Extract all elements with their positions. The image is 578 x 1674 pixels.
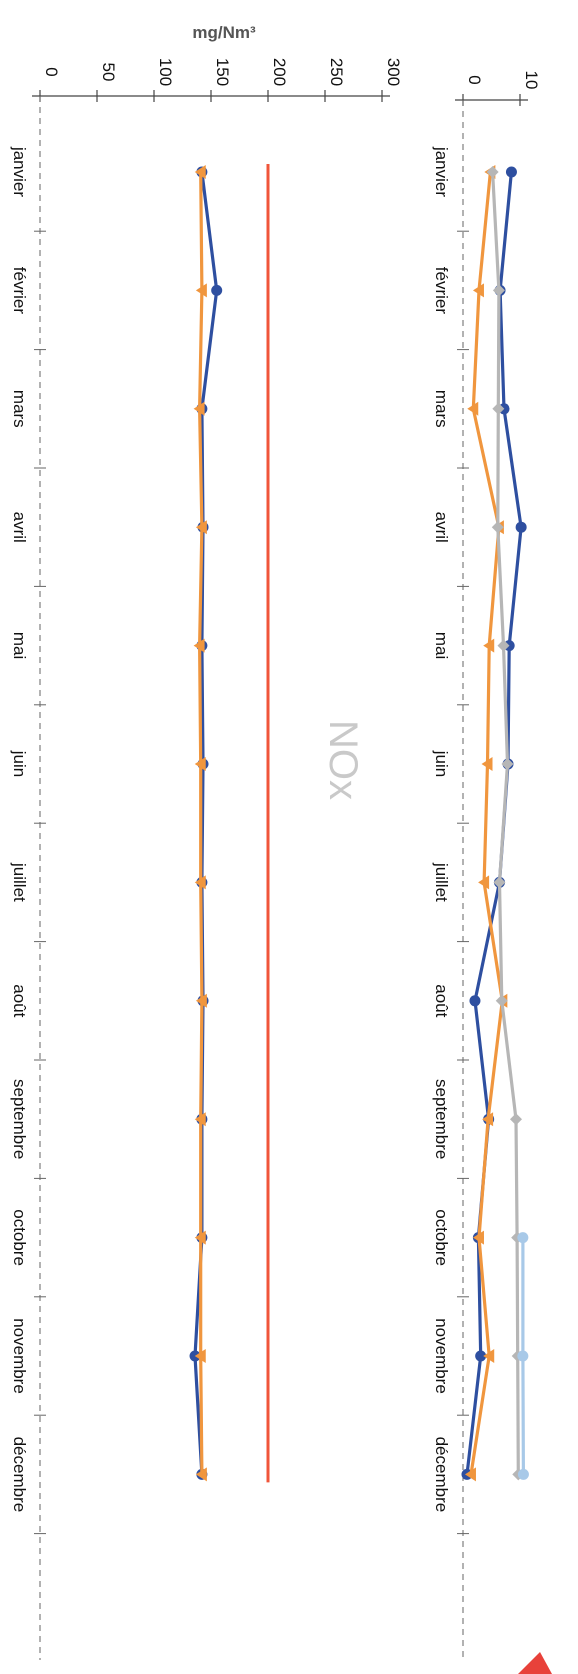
top-series-2-point [486,166,499,178]
top-month-label: juillet [432,862,451,902]
top-series-2-point [510,1113,523,1126]
top-series-1-point [472,1230,484,1245]
top-series-1-point [482,1112,494,1127]
top-series-1-point [464,1467,476,1482]
nox-value-tick-label: 100 [156,58,175,86]
top-month-label: mai [432,632,451,659]
top-series-0-point [515,521,527,533]
nox-value-axis: 0 50 100 150 200 250 300 [32,58,403,102]
nox-series-1-line [198,171,204,1475]
top-series-2-line [491,171,520,1475]
top-series-3-point [517,1232,529,1244]
nox-series-1-point [194,165,206,179]
top-series-group [461,165,529,1482]
nox-series-0-point [211,284,223,296]
top-month-label: juin [432,750,451,777]
nox-month-label: décembre [10,1437,29,1513]
nox-value-tick-label: 300 [384,58,403,86]
top-value-tick-label: 0 [465,75,484,84]
top-month-label: novembre [432,1318,451,1394]
top-series-1-point [478,875,490,890]
nox-month-label: août [10,984,29,1017]
arrow-tip-icon [518,1652,552,1674]
nox-category-axis: janvier février mars avril mai juin juillet aoû… [10,96,46,1660]
top-series-0-point [475,1350,487,1362]
nox-month-label: février [10,267,29,315]
nox-series-0-line [193,171,219,1475]
nox-series-1-point [194,1349,206,1363]
nox-series-1-point [194,1230,206,1245]
top-series-1-point [467,401,479,416]
nox-series-1-point [193,638,205,653]
top-series-2-point [492,284,505,297]
top-series-2-point [495,994,508,1007]
nox-value-tick-label: 150 [213,58,232,86]
top-series-1-point [483,638,495,653]
nox-series-1-point [195,993,207,1008]
top-month-label: avril [432,512,451,543]
nox-month-label: avril [10,512,29,543]
top-month-label: août [432,984,451,1017]
nox-series-1-point [195,1467,207,1482]
top-series-0-point [469,995,481,1007]
nox-month-label: mars [10,390,29,428]
nox-series-1-point [194,1112,206,1127]
top-series-2-point [493,876,506,889]
top-month-label: septembre [432,1079,451,1159]
chart-nox: mg/Nm³ NOx 0 50 100 150 200 250 300 janvier fév… [10,23,403,1660]
nox-series-group [189,165,223,1482]
nox-month-label: juin [10,750,29,777]
top-series-1-line [469,171,504,1475]
top-series-2-point [492,402,505,415]
nox-month-label: mai [10,632,29,659]
top-month-label: décembre [432,1437,451,1513]
nox-value-tick-label: 200 [270,58,289,86]
top-category-axis: janvier février mars avril mai juin juillet aoû… [432,100,469,1660]
nox-series-1-point [195,520,207,535]
nox-month-label: novembre [10,1318,29,1394]
nox-value-tick-label: 50 [99,63,118,82]
top-series-1-point [472,283,484,298]
top-value-axis: 0 10 [455,71,541,106]
nox-month-label: janvier [10,146,29,197]
top-series-2-point [501,758,514,770]
nox-y-axis-label: mg/Nm³ [192,23,256,42]
nox-series-1-point [195,283,207,298]
nox-series-1-point [193,401,205,416]
top-series-2-point [497,639,510,652]
top-month-label: mars [432,390,451,428]
top-value-tick-label: 10 [522,71,541,90]
top-series-0-point [505,166,517,178]
top-month-label: janvier [432,146,451,197]
top-series-2-point [491,521,504,534]
top-series-3-point [517,1350,529,1362]
chart-top: 0 10 janvier février mars avril mai juin juille… [432,71,541,1660]
top-series-1-point [483,1349,495,1363]
top-month-label: octobre [432,1209,451,1266]
nox-month-label: octobre [10,1209,29,1266]
nox-series-1-point [194,875,206,890]
nox-value-tick-label: 0 [42,67,61,76]
nox-month-label: septembre [10,1079,29,1159]
nox-month-label: juillet [10,862,29,902]
nox-value-tick-label: 250 [327,58,346,86]
top-series-3-point [517,1468,529,1480]
top-series-1-point [481,757,493,771]
nox-chart-title: NOx [321,720,365,800]
top-month-label: février [432,267,451,315]
nox-series-1-point [194,757,206,771]
